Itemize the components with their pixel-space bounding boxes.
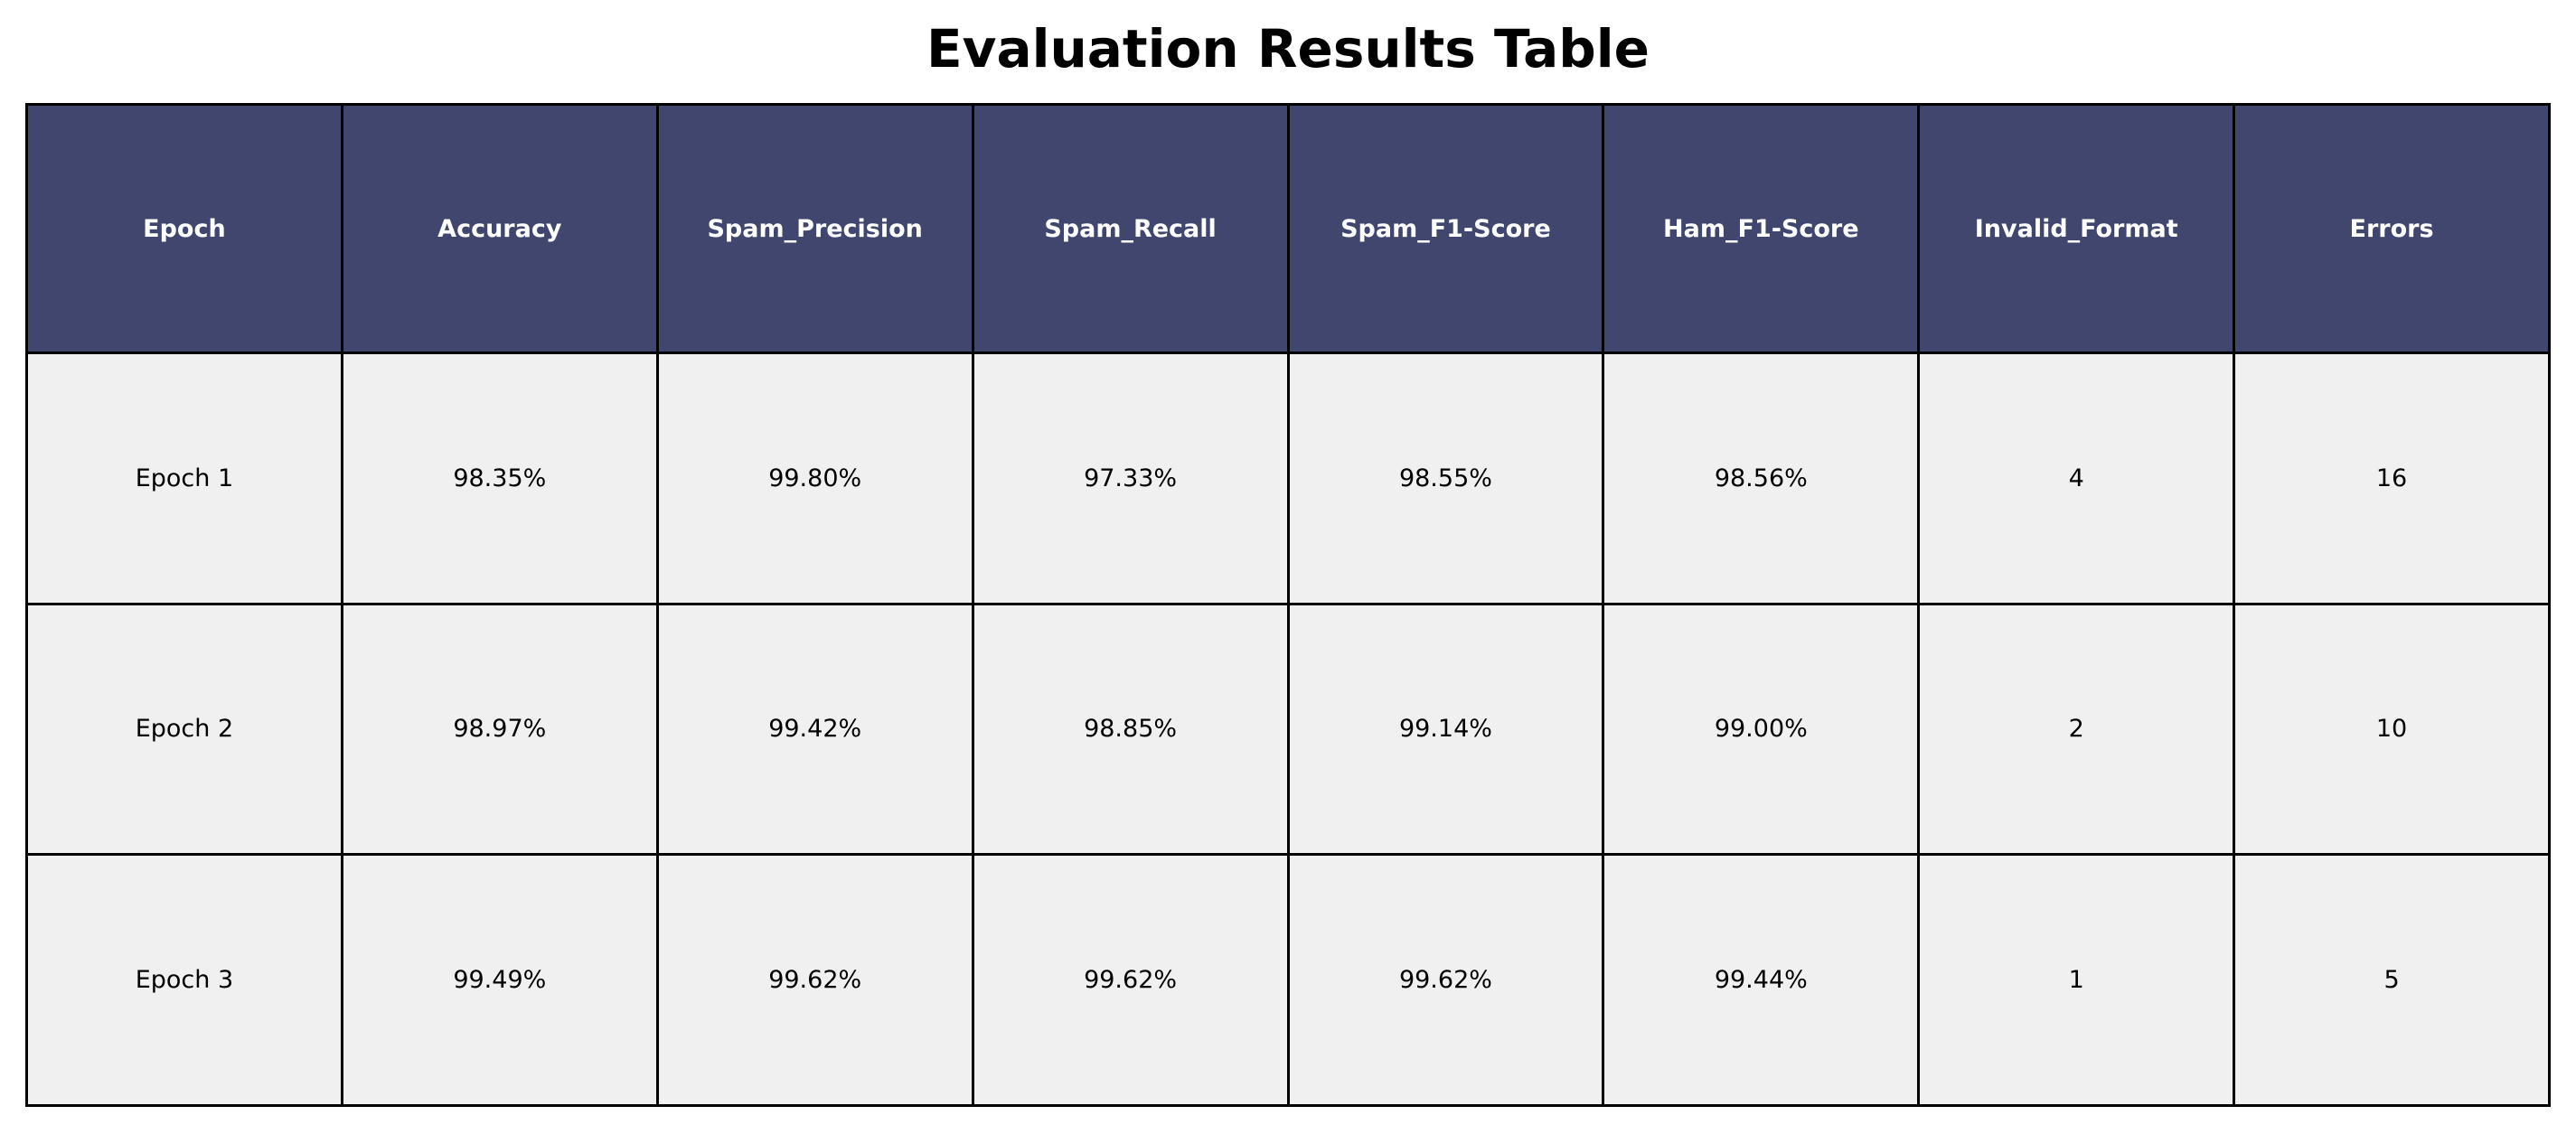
table-title: Evaluation Results Table	[926, 18, 1650, 80]
table-cell: 99.49%	[340, 853, 659, 1107]
table-row: Epoch 2 98.97% 99.42% 98.85% 99.14% 99.00% 2 10	[25, 602, 2551, 857]
table-cell: 99.80%	[655, 351, 974, 605]
column-header: Accuracy	[340, 103, 659, 354]
table-cell: 10	[2233, 602, 2551, 857]
table-cell: 98.55%	[1286, 351, 1605, 605]
table-body: Epoch 1 98.35% 99.80% 97.33% 98.55% 98.56% 4 16…	[25, 351, 2551, 1107]
table-cell: 97.33%	[971, 351, 1290, 605]
table-cell: 99.42%	[655, 602, 974, 857]
table-cell: 99.44%	[1602, 853, 1921, 1107]
column-header: Spam_F1-Score	[1286, 103, 1605, 354]
table-row: Epoch 1 98.35% 99.80% 97.33% 98.55% 98.56% 4 16	[25, 351, 2551, 605]
column-header: Invalid_Format	[1917, 103, 2236, 354]
table-cell: 99.62%	[971, 853, 1290, 1107]
table-cell: Epoch 3	[25, 853, 343, 1107]
table-cell: 98.56%	[1602, 351, 1921, 605]
table-cell: 99.14%	[1286, 602, 1605, 857]
table-cell: 98.35%	[340, 351, 659, 605]
table-cell: Epoch 1	[25, 351, 343, 605]
table-cell: 99.62%	[1286, 853, 1605, 1107]
results-table-container: Epoch Accuracy Spam_Precision Spam_Recall Sp…	[25, 103, 2551, 1107]
table-cell: 98.85%	[971, 602, 1290, 857]
table-cell: 16	[2233, 351, 2551, 605]
column-header: Ham_F1-Score	[1602, 103, 1921, 354]
table-cell: 5	[2233, 853, 2551, 1107]
table-cell: 1	[1917, 853, 2236, 1107]
table-cell: Epoch 2	[25, 602, 343, 857]
column-header: Spam_Precision	[655, 103, 974, 354]
table-cell: 98.97%	[340, 602, 659, 857]
header-row: Epoch Accuracy Spam_Precision Spam_Recall Sp…	[25, 103, 2551, 354]
table-cell: 2	[1917, 602, 2236, 857]
table-cell: 4	[1917, 351, 2236, 605]
column-header: Spam_Recall	[971, 103, 1290, 354]
table-row: Epoch 3 99.49% 99.62% 99.62% 99.62% 99.44% 1 5	[25, 853, 2551, 1107]
results-table: Epoch Accuracy Spam_Precision Spam_Recall Sp…	[25, 103, 2551, 1107]
column-header: Epoch	[25, 103, 343, 354]
column-header: Errors	[2233, 103, 2551, 354]
table-cell: 99.00%	[1602, 602, 1921, 857]
table-cell: 99.62%	[655, 853, 974, 1107]
